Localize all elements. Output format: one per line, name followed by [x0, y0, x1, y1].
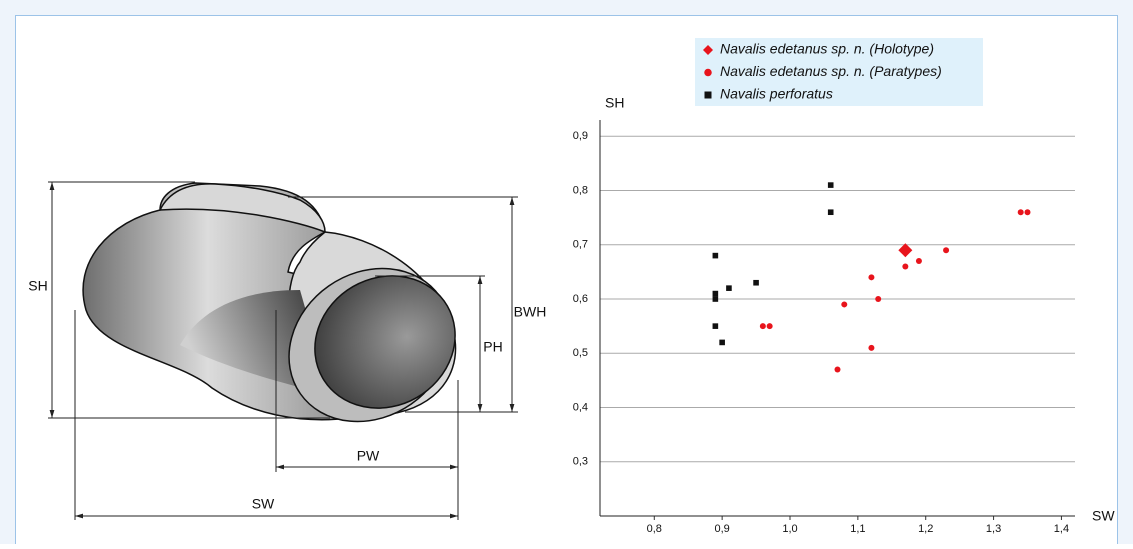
- marker-square: [828, 182, 834, 188]
- diagram-label: BWH: [514, 304, 547, 320]
- marker-square: [753, 280, 759, 286]
- marker-circle: [835, 367, 841, 373]
- marker-circle: [841, 301, 847, 307]
- y-tick-label: 0,3: [573, 456, 588, 468]
- x-tick-label: 0,9: [714, 523, 729, 535]
- x-tick-label: 1,4: [1054, 523, 1069, 535]
- x-tick-label: 1,0: [782, 523, 797, 535]
- marker-circle: [943, 247, 949, 253]
- diagram-label: SH: [28, 278, 47, 294]
- marker-circle: [916, 258, 922, 264]
- marker-circle: [902, 263, 908, 269]
- y-tick-label: 0,5: [573, 347, 588, 359]
- marker-circle: [868, 274, 874, 280]
- y-axis-label: SH: [605, 95, 624, 111]
- marker-circle: [704, 69, 712, 77]
- x-axis-label: SW: [1092, 508, 1115, 524]
- marker-square: [828, 209, 834, 215]
- x-tick-label: 0,8: [647, 523, 662, 535]
- marker-square: [726, 285, 732, 291]
- marker-circle: [1018, 209, 1024, 215]
- figure: SH BWH PH PW SW SH SW 0,3 0,4 0,5 0,6 0,7 0,8…: [0, 0, 1133, 544]
- marker-circle: [868, 345, 874, 351]
- marker-circle: [760, 323, 766, 329]
- y-tick-label: 0,7: [573, 239, 588, 251]
- y-tick-label: 0,4: [573, 401, 588, 413]
- marker-square: [713, 253, 719, 259]
- marker-circle: [767, 323, 773, 329]
- y-tick-label: 0,6: [573, 293, 588, 305]
- diagram-label: PH: [483, 339, 502, 355]
- marker-square: [705, 92, 712, 99]
- marker-circle: [1025, 209, 1031, 215]
- legend-label: Navalis edetanus sp. n. (Paratypes): [720, 63, 942, 79]
- marker-circle: [875, 296, 881, 302]
- legend-label: Navalis edetanus sp. n. (Holotype): [720, 41, 934, 57]
- x-tick-label: 1,1: [850, 523, 865, 535]
- y-tick-label: 0,9: [573, 130, 588, 142]
- legend-label: Navalis perforatus: [720, 86, 833, 102]
- x-tick-label: 1,3: [986, 523, 1001, 535]
- x-tick-label: 1,2: [918, 523, 933, 535]
- diagram-label: SW: [252, 496, 275, 512]
- marker-square: [713, 296, 719, 302]
- diagram-label: PW: [357, 448, 380, 464]
- y-tick-label: 0,8: [573, 184, 588, 196]
- marker-square: [713, 323, 719, 329]
- marker-square: [713, 291, 719, 297]
- marker-square: [719, 340, 725, 346]
